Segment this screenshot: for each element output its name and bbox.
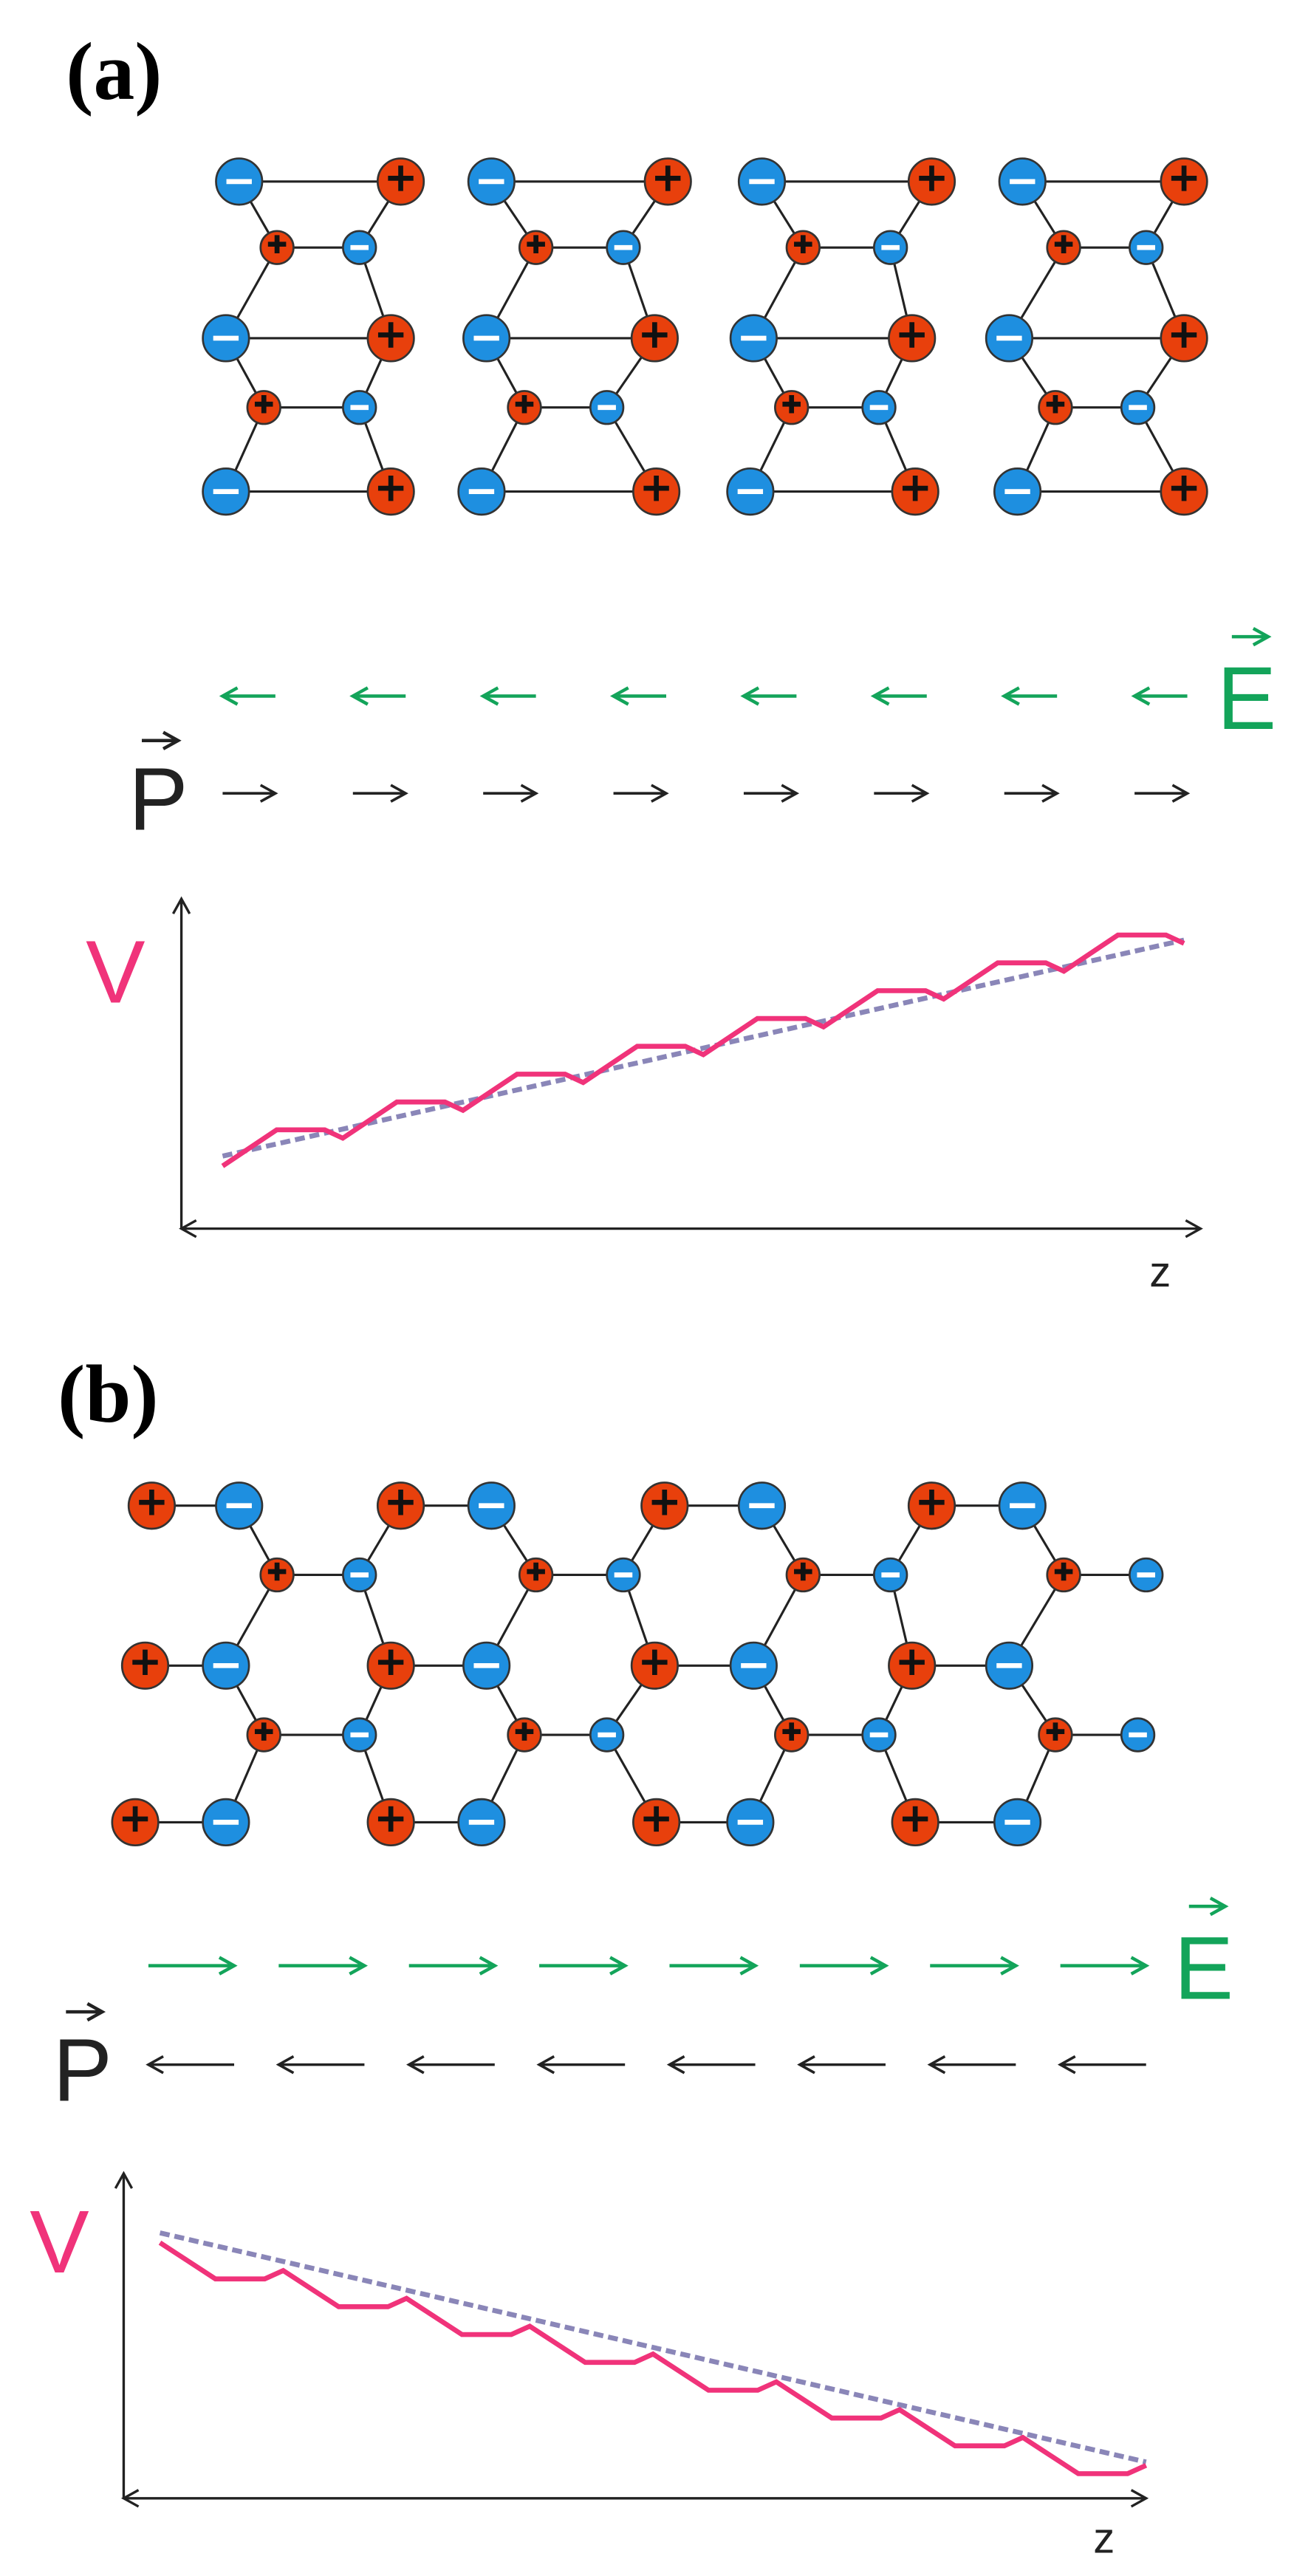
plus-sign xyxy=(1054,1562,1073,1581)
arrow xyxy=(408,1956,499,1976)
arrow xyxy=(666,2055,756,2075)
arrow xyxy=(797,2055,886,2075)
plus-sign xyxy=(902,475,928,501)
field-label: E xyxy=(1217,648,1276,748)
arrow xyxy=(1231,626,1272,647)
plus-sign xyxy=(377,322,404,348)
polarization-label: P xyxy=(129,749,188,849)
x-axis xyxy=(123,2489,1149,2508)
plus-sign xyxy=(1171,322,1197,348)
arrow xyxy=(1004,784,1060,803)
plus-sign xyxy=(388,1490,414,1515)
y-axis xyxy=(114,2171,134,2498)
arrow xyxy=(1060,1956,1150,1976)
plus-sign xyxy=(1171,475,1197,501)
plus-sign xyxy=(139,1490,165,1515)
plus-sign xyxy=(651,1490,677,1515)
plus-sign xyxy=(132,1649,158,1676)
plus-sign xyxy=(782,394,801,414)
field-label: E xyxy=(1174,1918,1233,2018)
plus-sign xyxy=(377,1806,404,1832)
arrow xyxy=(1057,2055,1146,2075)
plus-sign xyxy=(643,475,669,501)
plus-sign xyxy=(254,394,273,414)
arrow xyxy=(536,2055,626,2075)
arrow xyxy=(483,784,539,803)
arrow xyxy=(609,686,667,706)
plus-sign xyxy=(527,1562,545,1581)
panel-label: (b) xyxy=(58,1349,158,1440)
plus-sign xyxy=(782,1722,801,1741)
arrow xyxy=(406,2055,495,2075)
local-potential xyxy=(221,932,1185,1168)
plus-sign xyxy=(919,1490,945,1515)
arrow xyxy=(870,686,927,706)
x-axis xyxy=(181,1219,1203,1239)
plus-sign xyxy=(377,475,404,501)
panel-label: (a) xyxy=(66,27,162,117)
plus-sign xyxy=(254,1722,273,1741)
polarization-label: P xyxy=(52,2021,112,2120)
plus-sign xyxy=(899,322,925,348)
plus-sign xyxy=(655,165,681,191)
arrow xyxy=(66,2002,106,2022)
arrow xyxy=(1134,784,1191,803)
potential-label: V xyxy=(86,922,145,1022)
plus-sign xyxy=(388,165,414,191)
arrow xyxy=(219,686,275,706)
y-axis xyxy=(171,896,191,1229)
average-potential xyxy=(222,937,1185,1159)
average-potential xyxy=(159,2230,1147,2464)
plus-sign xyxy=(515,394,534,414)
arrow xyxy=(148,1956,238,1976)
plus-sign xyxy=(794,235,812,253)
arrow xyxy=(613,784,669,803)
plus-sign xyxy=(1054,235,1073,253)
arrow xyxy=(1188,1897,1229,1916)
arrow xyxy=(146,2055,235,2075)
arrow xyxy=(740,686,797,706)
arrow xyxy=(142,730,182,750)
plus-sign xyxy=(643,1806,669,1832)
position-label: z xyxy=(1093,2514,1115,2562)
position-label: z xyxy=(1149,1248,1171,1296)
arrow xyxy=(1131,686,1188,706)
plus-sign xyxy=(642,322,668,348)
arrow xyxy=(927,2055,1016,2075)
plus-sign xyxy=(899,1649,925,1676)
arrow xyxy=(479,686,536,706)
arrow xyxy=(275,2055,365,2075)
plus-sign xyxy=(122,1806,148,1832)
plus-sign xyxy=(267,1562,287,1581)
plus-sign xyxy=(515,1722,534,1741)
plus-sign xyxy=(1046,1722,1065,1741)
plus-sign xyxy=(267,235,287,253)
plus-sign xyxy=(642,1649,668,1676)
arrow xyxy=(352,784,408,803)
plus-sign xyxy=(1046,394,1065,414)
arrow xyxy=(743,784,800,803)
arrow xyxy=(349,686,406,706)
arrow xyxy=(539,1956,629,1976)
atoms xyxy=(111,157,1208,1846)
arrow xyxy=(669,1956,759,1976)
local-potential xyxy=(158,2240,1148,2476)
plus-sign xyxy=(919,165,945,191)
arrow xyxy=(930,1956,1019,1976)
potential-label: V xyxy=(30,2192,89,2292)
plus-sign xyxy=(794,1562,812,1581)
plus-sign xyxy=(527,235,545,253)
plus-sign xyxy=(377,1649,404,1676)
arrow xyxy=(1001,686,1058,706)
arrow xyxy=(799,1956,889,1976)
plus-sign xyxy=(1171,165,1197,191)
arrow xyxy=(874,784,930,803)
arrow xyxy=(278,1956,369,1976)
arrow xyxy=(222,784,278,803)
plus-sign xyxy=(902,1806,928,1832)
